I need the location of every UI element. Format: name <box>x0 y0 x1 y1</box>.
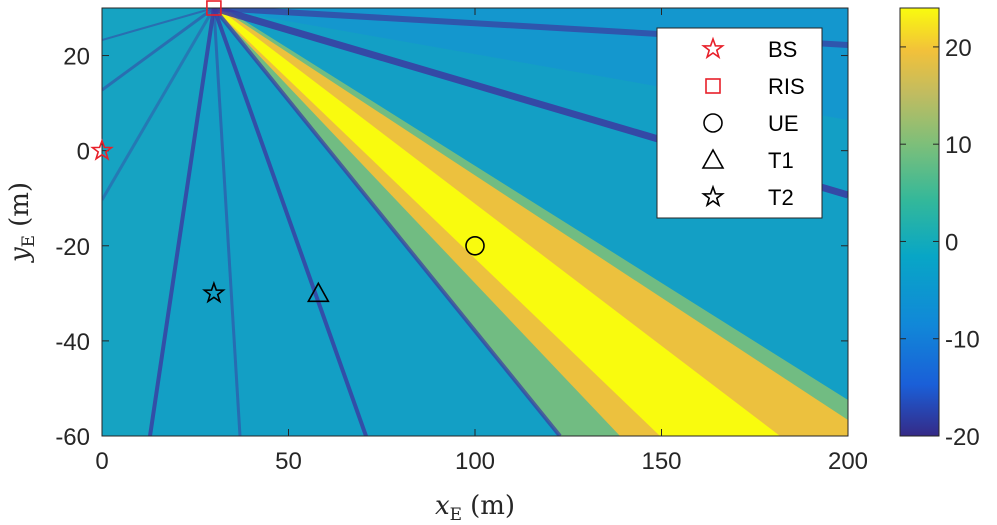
legend-label-t1: T1 <box>768 148 794 173</box>
y-axis-ticks: -60 -40 -20 0 20 <box>55 44 848 451</box>
point-markers <box>90 0 485 304</box>
marker-ue <box>465 235 485 256</box>
heat-null-5 <box>212 8 242 436</box>
colorbar-tick-label: -20 <box>945 424 980 451</box>
legend-label-t2: T2 <box>768 185 794 210</box>
x-axis-ticks: 0 50 100 150 200 <box>95 8 868 475</box>
x-tick-label: 200 <box>828 448 868 475</box>
colorbar-tick-label: -10 <box>945 327 980 354</box>
heat-null-6 <box>102 8 215 92</box>
marker-t2 <box>202 280 226 304</box>
heat-region-left <box>102 8 214 436</box>
legend-label-bs: BS <box>768 37 797 62</box>
heatmap-field <box>102 8 848 436</box>
legend: BS RIS UE T1 T2 <box>656 27 823 219</box>
legend-label-ue: UE <box>768 111 799 136</box>
marker-t1 <box>306 281 330 303</box>
marker-bs <box>90 138 114 161</box>
x-axis-label-var: x <box>435 491 450 521</box>
legend-marker-ue <box>703 113 723 133</box>
legend-marker-ris <box>705 78 721 94</box>
x-tick-label: 0 <box>95 448 108 475</box>
marker-ris <box>206 0 222 16</box>
x-tick-label: 150 <box>641 448 681 475</box>
y-axis-label-unit: (m) <box>5 182 35 227</box>
colorbar-tick-label: 20 <box>945 35 972 62</box>
x-axis-label-sub: E <box>450 505 462 525</box>
y-tick-label: 0 <box>77 139 90 166</box>
x-axis-label-unit: (m) <box>470 491 515 521</box>
x-tick-label: 50 <box>275 448 302 475</box>
heat-null-3 <box>212 8 368 436</box>
heat-null-9 <box>102 8 215 41</box>
y-tick-label: -40 <box>55 329 90 356</box>
legend-box <box>656 27 823 219</box>
colorbar: -20 -10 0 10 20 <box>899 7 980 451</box>
heat-null-7 <box>102 8 216 201</box>
heat-beam-mid <box>213 8 848 436</box>
heat-null-8 <box>212 8 562 436</box>
legend-marker-bs <box>701 36 725 60</box>
heat-beam-core <box>213 8 780 436</box>
colorbar-tick-label: 0 <box>945 229 958 256</box>
x-tick-label: 100 <box>455 448 495 475</box>
heat-null-4 <box>148 8 216 436</box>
legend-marker-t2 <box>701 184 725 208</box>
y-axis-label: yE (m) <box>5 182 39 263</box>
y-tick-label: -60 <box>55 424 90 451</box>
y-tick-label: -20 <box>55 234 90 261</box>
legend-marker-t1 <box>701 148 725 169</box>
legend-label-ris: RIS <box>768 74 805 99</box>
x-axis-label: xE (m) <box>435 491 515 525</box>
colorbar-tick-label: 10 <box>945 132 972 159</box>
y-axis-label-sub: E <box>19 235 39 247</box>
y-axis-label-var: y <box>5 247 35 263</box>
colorbar-gradient <box>899 7 940 437</box>
y-tick-label: 20 <box>63 44 90 71</box>
